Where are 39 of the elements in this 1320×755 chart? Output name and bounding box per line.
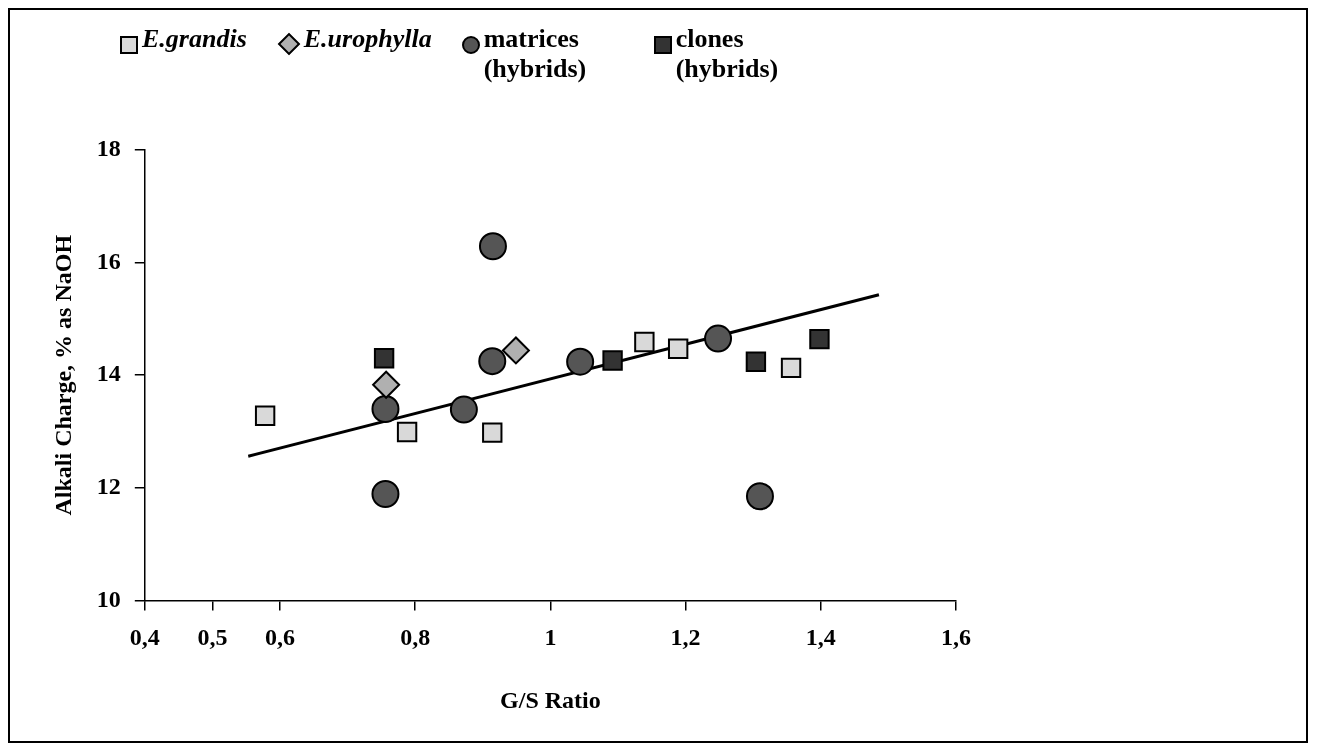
y-tick-label: 14 [96,360,121,387]
y-axis-title: Alkali Charge, % as NaOH [49,234,76,516]
x-tick-label: 0,8 [400,624,431,650]
point [704,324,733,353]
x-tick-label: 1 [544,624,557,650]
point [602,350,623,371]
x-tick-label: 0,6 [265,624,295,650]
point [482,422,503,443]
legend-label: matrices (hybrids) [483,24,588,84]
x-tick-label: 1,6 [941,624,971,650]
y-tick-label: 16 [96,247,121,274]
y-tick-label: 18 [96,135,121,162]
x-tick-label: 1,2 [670,624,701,650]
point [501,336,530,365]
y-tick-label: 10 [96,585,121,612]
x-tick-label: 0,5 [197,624,228,650]
point [667,338,689,359]
point [809,328,830,350]
legend-label: E.grandis [142,24,247,54]
point [634,331,655,353]
point [478,232,507,261]
x-tick-label: 1,4 [805,624,836,650]
point [254,405,276,426]
point [780,357,802,379]
point [373,348,395,369]
point [566,347,595,376]
point [396,421,418,443]
legend-label: E.urophylla [303,24,432,54]
x-axis-title: G/S Ratio [500,686,601,713]
point [745,351,767,372]
legend-label: clones (hybrids) [675,24,780,84]
point [478,347,507,376]
point [371,394,400,423]
point [372,370,401,399]
y-tick-label: 12 [96,473,121,499]
point [449,395,478,424]
x-tick-label: 0,4 [129,624,160,650]
point [371,479,400,508]
point [745,482,774,511]
